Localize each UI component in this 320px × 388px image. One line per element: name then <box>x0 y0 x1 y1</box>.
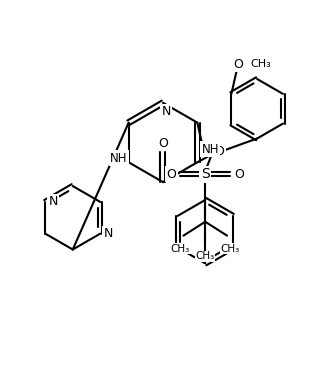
Text: O: O <box>167 168 176 181</box>
Text: CH₃: CH₃ <box>196 251 215 262</box>
Text: NH: NH <box>110 152 127 165</box>
Text: N: N <box>103 227 113 240</box>
Text: CH₃: CH₃ <box>220 244 240 254</box>
Text: O: O <box>214 145 224 158</box>
Text: N: N <box>161 105 171 118</box>
Text: CH₃: CH₃ <box>250 59 271 69</box>
Text: O: O <box>233 58 243 71</box>
Text: S: S <box>201 167 210 181</box>
Text: O: O <box>234 168 244 181</box>
Text: O: O <box>158 137 168 150</box>
Text: CH₃: CH₃ <box>171 244 190 254</box>
Text: N: N <box>49 196 58 208</box>
Text: NH: NH <box>202 143 219 156</box>
